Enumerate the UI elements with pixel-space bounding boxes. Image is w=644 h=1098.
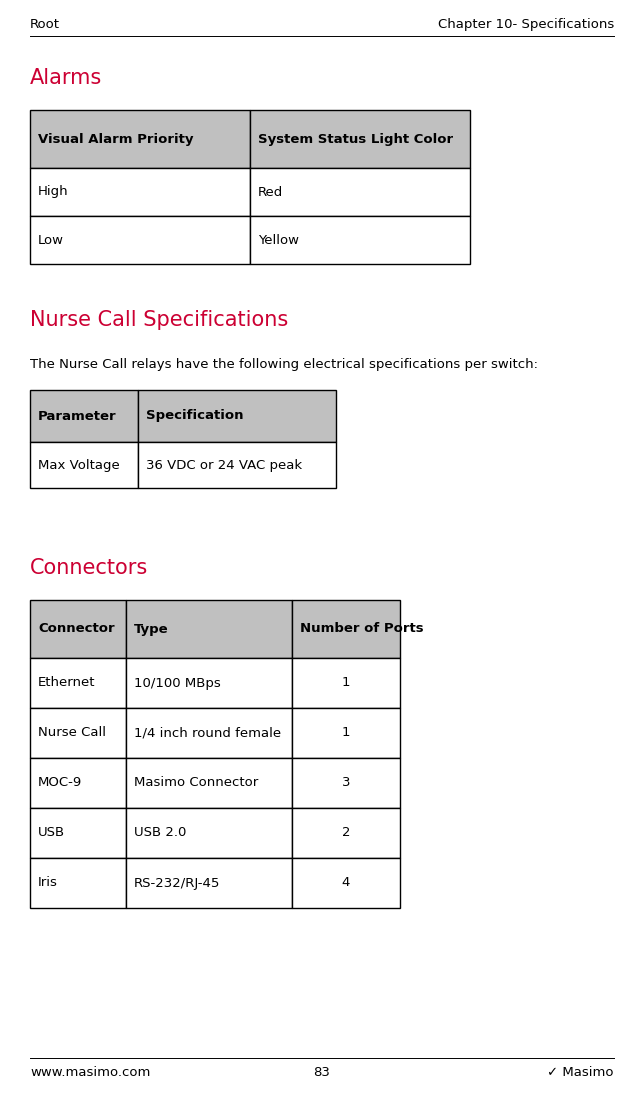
Bar bbox=[30, 600, 126, 658]
Bar bbox=[138, 390, 336, 442]
Bar bbox=[292, 758, 400, 808]
Text: Alarms: Alarms bbox=[30, 68, 102, 88]
Bar bbox=[292, 658, 400, 708]
Text: 1/4 inch round female: 1/4 inch round female bbox=[134, 727, 281, 739]
Bar bbox=[126, 600, 292, 658]
Bar bbox=[30, 708, 126, 758]
Bar bbox=[30, 858, 126, 908]
Bar bbox=[250, 168, 470, 216]
Text: Connector: Connector bbox=[38, 623, 115, 636]
Bar bbox=[30, 758, 126, 808]
Bar bbox=[250, 216, 470, 264]
Text: High: High bbox=[38, 186, 69, 199]
Text: Masimo Connector: Masimo Connector bbox=[134, 776, 258, 789]
Bar bbox=[126, 758, 292, 808]
Text: 1: 1 bbox=[342, 727, 350, 739]
Text: 2: 2 bbox=[342, 827, 350, 840]
Text: System Status Light Color: System Status Light Color bbox=[258, 133, 453, 146]
Text: MOC-9: MOC-9 bbox=[38, 776, 82, 789]
Bar bbox=[30, 168, 250, 216]
Bar bbox=[30, 658, 126, 708]
Text: Iris: Iris bbox=[38, 876, 58, 889]
Bar bbox=[138, 442, 336, 488]
Text: Connectors: Connectors bbox=[30, 558, 148, 578]
Text: 36 VDC or 24 VAC peak: 36 VDC or 24 VAC peak bbox=[146, 459, 302, 471]
Text: www.masimo.com: www.masimo.com bbox=[30, 1066, 151, 1079]
Bar bbox=[292, 708, 400, 758]
Bar bbox=[30, 110, 250, 168]
Text: Max Voltage: Max Voltage bbox=[38, 459, 120, 471]
Text: 1: 1 bbox=[342, 676, 350, 690]
Text: 83: 83 bbox=[314, 1066, 330, 1079]
Text: USB 2.0: USB 2.0 bbox=[134, 827, 186, 840]
Text: The Nurse Call relays have the following electrical specifications per switch:: The Nurse Call relays have the following… bbox=[30, 358, 538, 371]
Text: Type: Type bbox=[134, 623, 169, 636]
Text: Root: Root bbox=[30, 18, 60, 31]
Text: Ethernet: Ethernet bbox=[38, 676, 95, 690]
Text: Nurse Call: Nurse Call bbox=[38, 727, 106, 739]
Text: Red: Red bbox=[258, 186, 283, 199]
Text: Number of Ports: Number of Ports bbox=[300, 623, 424, 636]
Text: ✓ Masimo: ✓ Masimo bbox=[547, 1066, 614, 1079]
Bar bbox=[30, 216, 250, 264]
Bar bbox=[30, 442, 138, 488]
Text: Visual Alarm Priority: Visual Alarm Priority bbox=[38, 133, 193, 146]
Bar bbox=[30, 390, 138, 442]
Text: 10/100 MBps: 10/100 MBps bbox=[134, 676, 221, 690]
Text: Yellow: Yellow bbox=[258, 234, 299, 246]
Bar bbox=[126, 658, 292, 708]
Text: Low: Low bbox=[38, 234, 64, 246]
Bar bbox=[126, 808, 292, 858]
Text: Specification: Specification bbox=[146, 410, 243, 423]
Text: Parameter: Parameter bbox=[38, 410, 117, 423]
Bar bbox=[30, 808, 126, 858]
Bar bbox=[292, 600, 400, 658]
Text: 3: 3 bbox=[342, 776, 350, 789]
Bar bbox=[292, 808, 400, 858]
Bar bbox=[292, 858, 400, 908]
Bar bbox=[250, 110, 470, 168]
Text: RS-232/RJ-45: RS-232/RJ-45 bbox=[134, 876, 220, 889]
Bar bbox=[126, 858, 292, 908]
Text: 4: 4 bbox=[342, 876, 350, 889]
Text: Chapter 10- Specifications: Chapter 10- Specifications bbox=[438, 18, 614, 31]
Bar bbox=[126, 708, 292, 758]
Text: USB: USB bbox=[38, 827, 65, 840]
Text: Nurse Call Specifications: Nurse Call Specifications bbox=[30, 310, 289, 330]
